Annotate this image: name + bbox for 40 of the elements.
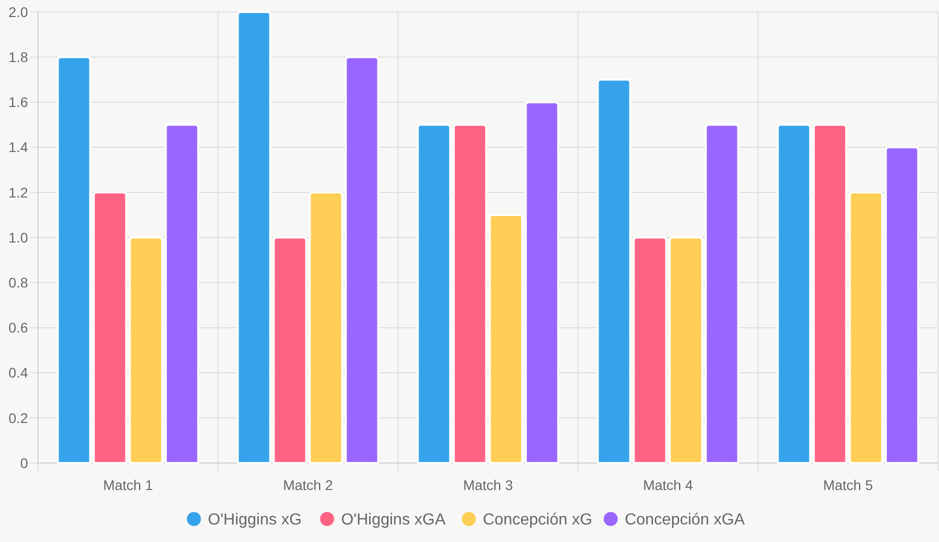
bar [524, 101, 560, 464]
bar [632, 236, 668, 464]
bar [704, 124, 740, 464]
bar [812, 124, 848, 464]
y-tick-label: 1.4 [8, 139, 28, 156]
x-tick-label: Match 4 [643, 477, 694, 493]
bar [596, 78, 632, 464]
bar [164, 124, 200, 464]
legend-label: O'Higgins xG [208, 512, 302, 529]
legend-label: Concepción xGA [624, 512, 746, 529]
x-tick-label: Match 5 [823, 477, 874, 493]
y-tick-label: 0.2 [8, 410, 28, 426]
y-tick-label: 1.0 [8, 229, 28, 246]
legend-label: O'Higgins xGA [341, 512, 446, 529]
y-tick-label: 1.8 [8, 49, 28, 65]
bar [236, 11, 272, 464]
bar [272, 236, 308, 464]
y-tick-label: 1.6 [8, 94, 28, 110]
bar [452, 124, 488, 464]
x-tick-label: Match 1 [103, 477, 154, 493]
bar [92, 191, 128, 464]
bar [344, 56, 380, 464]
y-tick-label: 2.0 [8, 4, 28, 20]
bar [776, 124, 812, 464]
x-tick-label: Match 2 [283, 477, 334, 493]
bar [56, 56, 92, 464]
y-tick-label: 1.2 [8, 184, 28, 200]
y-tick-label: 0.4 [8, 364, 28, 381]
bar [128, 236, 164, 464]
legend-label: Concepción xG [482, 512, 592, 529]
bar [416, 124, 452, 464]
bar [848, 191, 884, 464]
bar [884, 146, 920, 464]
y-tick-label: 0.6 [8, 320, 28, 336]
y-tick-label: 0.8 [8, 274, 28, 290]
bar [668, 236, 704, 464]
y-tick-label: 0 [20, 454, 28, 471]
bar [488, 214, 524, 464]
bar [308, 191, 344, 464]
x-tick-label: Match 3 [463, 477, 514, 493]
